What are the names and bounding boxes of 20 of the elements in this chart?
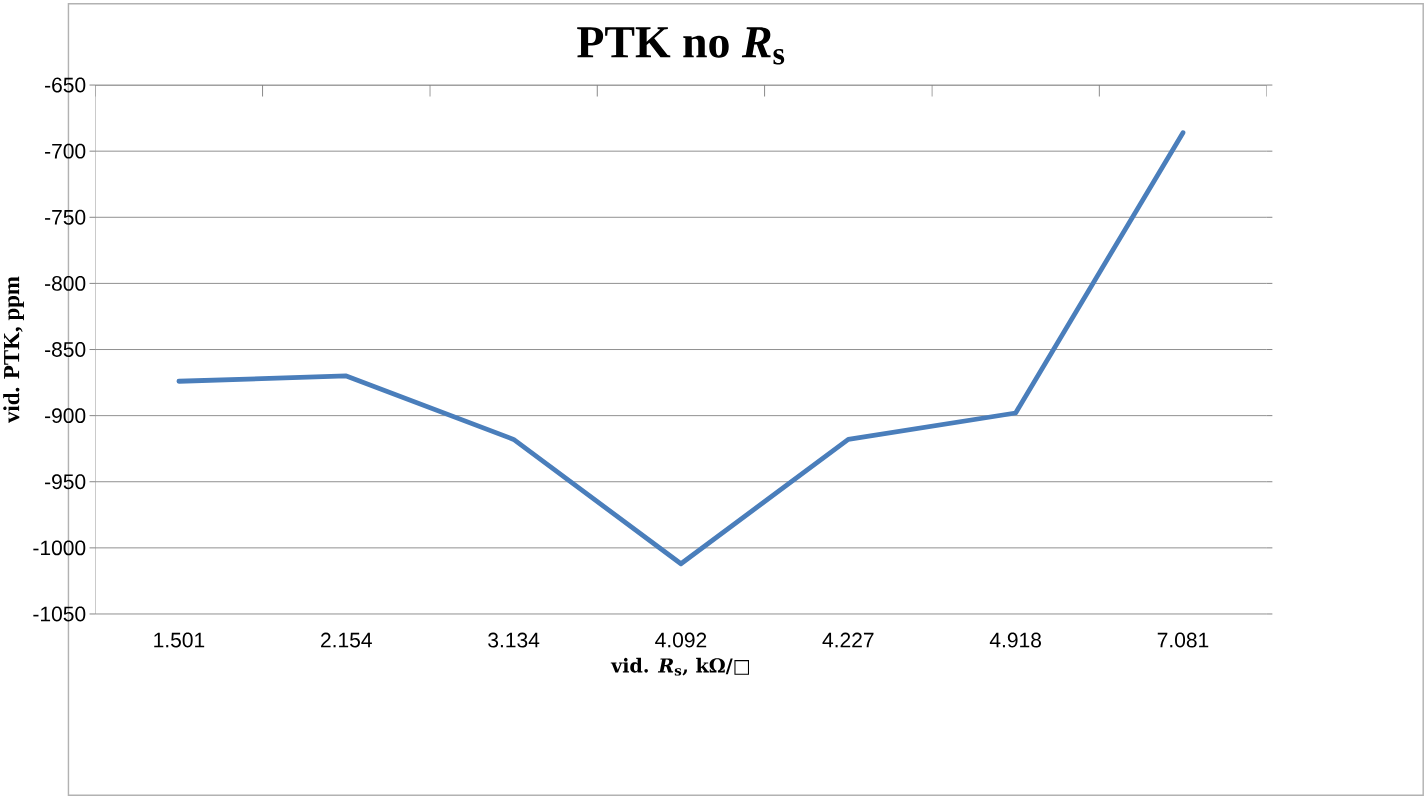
x-tick-label: 3.134 bbox=[488, 632, 540, 648]
x-axis-title: vid. R$_{s}$, kΩ/□ bbox=[610, 657, 750, 676]
y-tick-label: -1050 bbox=[33, 606, 86, 622]
y-tick-label: -1000 bbox=[33, 540, 86, 556]
chart-title: PTK no R$_{s}$ bbox=[577, 27, 785, 65]
y-tick-label: -900 bbox=[45, 408, 86, 424]
y-tick-label: -650 bbox=[45, 77, 86, 93]
y-axis-title: vid. PTK, ppm bbox=[3, 276, 24, 423]
x-tick-label: 1.501 bbox=[154, 632, 205, 648]
x-tick-label: 4.092 bbox=[655, 632, 707, 648]
x-tick-label: 4.227 bbox=[822, 632, 874, 648]
y-tick-label: -800 bbox=[45, 275, 86, 291]
x-tick-label: 2.154 bbox=[321, 632, 372, 648]
x-tick-label: 7.081 bbox=[1157, 632, 1209, 648]
line-series bbox=[176, 130, 1186, 567]
y-tick-label: -700 bbox=[45, 143, 86, 159]
y-tick-label: -950 bbox=[45, 474, 86, 490]
x-tick-label: 4.918 bbox=[989, 632, 1041, 648]
y-tick-label: -750 bbox=[45, 209, 86, 225]
y-tick-label: -850 bbox=[45, 342, 86, 357]
